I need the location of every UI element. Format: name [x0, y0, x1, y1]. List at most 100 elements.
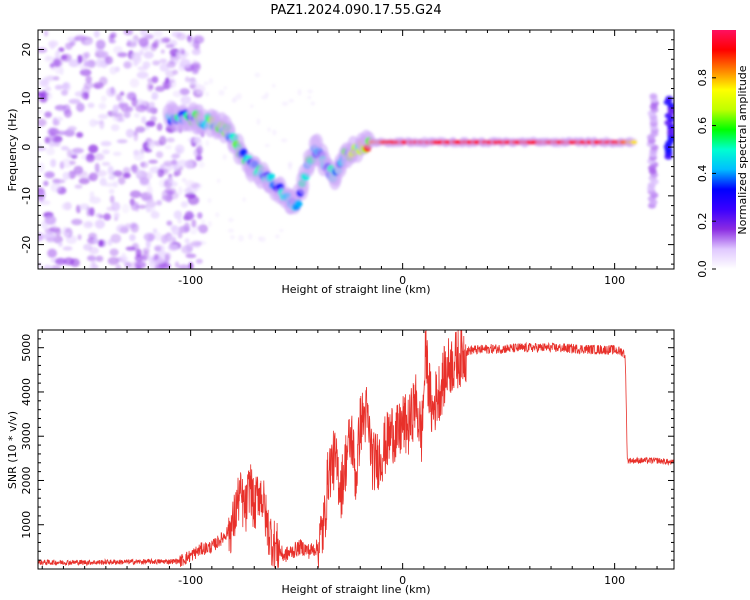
heatmap-cell-203: [107, 257, 120, 265]
snr-x-tick-labels: -100 0 100: [178, 574, 625, 587]
colorbar: 0.0 0.2 0.4 0.6 0.8 Normalized spectral ampl…: [696, 30, 749, 278]
heatmap-cell-139: [177, 217, 182, 224]
heatmap-cell-477: [45, 92, 53, 100]
heatmap-cell-419: [140, 161, 149, 169]
heatmap-cell-573: [307, 95, 312, 100]
heatmap-cell-344: [79, 203, 90, 210]
heatmap-cell-548: [281, 101, 289, 107]
heatmap-cell-317: [50, 182, 61, 193]
heatmap-cell-491: [145, 200, 157, 208]
heatmap-cell-511: [178, 186, 183, 195]
heatmap-cell-119: [100, 95, 107, 103]
heatmap-cell-88: [173, 210, 183, 220]
colorbar-tick-label-1: 0.2: [696, 212, 709, 230]
heatmap-cell-440: [185, 243, 194, 252]
heatmap-cell-400: [171, 159, 178, 165]
heatmap-cell-292: [116, 93, 122, 102]
snr-y-axis-title: SNR (10 * v/v): [6, 411, 19, 489]
heatmap-cell-95: [107, 165, 114, 176]
heatmap-cell-554: [222, 154, 227, 161]
heatmap-cell-572: [280, 138, 288, 143]
heatmap-cell-410: [131, 97, 138, 107]
spectrogram-frame: [37, 29, 675, 270]
snr-y-tick-label-0: 1000: [20, 511, 33, 539]
heatmap-cell-267: [85, 154, 95, 163]
heatmap-cell-575: [274, 234, 280, 239]
heatmap-cell-519: [184, 211, 194, 221]
heatmap-cell-493: [167, 243, 179, 252]
heatmap-cell-27: [53, 235, 63, 244]
heatmap-cell-461: [147, 141, 155, 149]
heatmap-cell-361: [93, 236, 99, 245]
heatmap-cell-453: [143, 232, 156, 242]
heatmap-cell-425: [110, 32, 117, 39]
spectrogram-y-tick-labels: -20 -10 0 10 20: [20, 43, 33, 254]
heatmap-cell-561: [230, 235, 235, 240]
heatmap-cell-192: [46, 237, 57, 243]
heatmap-cell-23: [87, 102, 95, 109]
heatmap-cell-220: [109, 195, 115, 204]
heatmap-cell-348: [98, 102, 107, 110]
heatmap-cell-309: [179, 58, 191, 69]
heatmap-cell-414: [99, 76, 108, 86]
heatmap-cell-185: [112, 170, 123, 177]
heatmap-cell-497: [106, 87, 117, 97]
heatmap-cell-94: [150, 211, 160, 219]
heatmap-cell-449: [58, 47, 65, 52]
heatmap-cell-358: [178, 166, 184, 171]
heatmap-cell-113: [156, 123, 163, 131]
heatmap-cell-489: [121, 252, 127, 261]
heatmap-cell-460: [74, 35, 87, 41]
heatmap-cell-481: [48, 127, 60, 136]
heatmap-cell-484: [83, 61, 92, 67]
heatmap-cell-401: [110, 233, 122, 244]
heatmap-cell-34: [129, 190, 142, 198]
heatmap-cell-396: [68, 98, 81, 104]
heatmap-cell-564: [310, 101, 316, 106]
heatmap-cell-446: [112, 151, 122, 156]
heatmap-cell-368: [158, 135, 167, 146]
heatmap-cell-421: [117, 176, 126, 185]
heatmap-cell-430: [177, 231, 183, 239]
heatmap-cell-175: [38, 142, 42, 147]
heatmap-cell-488: [60, 54, 68, 60]
heatmap-cell-138: [67, 126, 77, 132]
snr-x-tick-label-1: 0: [399, 574, 406, 587]
spectrogram-y-tick-label-2: 0: [20, 144, 33, 151]
heatmap-cell-416: [95, 213, 102, 218]
heatmap-cell-212: [112, 181, 119, 188]
heatmap-cell-82: [94, 153, 105, 161]
heatmap-cell-252: [107, 239, 113, 246]
heatmap-cell-536: [194, 83, 201, 87]
heatmap-cell-86: [85, 75, 92, 84]
heatmap-cell-441: [146, 82, 154, 92]
heatmap-cell-210: [63, 257, 75, 266]
heatmap-cell-386: [45, 75, 56, 82]
heatmap-cell-415: [89, 191, 95, 199]
heatmap-cell-569: [267, 127, 271, 133]
heatmap-cell-167: [125, 128, 134, 138]
snr-y-tick-label-4: 5000: [20, 334, 33, 362]
heatmap-cell-374: [109, 66, 118, 75]
snr-plot-area: [38, 330, 674, 569]
heatmap-cell-521: [297, 89, 302, 96]
heatmap-cell-566: [194, 185, 201, 191]
heatmap-cell-211: [101, 161, 111, 166]
heatmap-cell-238: [50, 158, 57, 168]
heatmap-cell-531: [205, 139, 209, 147]
heatmap-cell-543: [272, 129, 277, 136]
heatmap-cell-286: [147, 78, 153, 83]
heatmap-cell-111: [181, 177, 187, 183]
heatmap-cell-462: [77, 54, 83, 64]
heatmap-cell-299: [95, 39, 106, 50]
spectrogram-x-axis-title: Height of straight line (km): [281, 283, 430, 296]
heatmap-cell-62: [113, 46, 123, 54]
heatmap-cell-178: [113, 212, 120, 219]
spectrogram-x-tick-labels: -100 0 100: [178, 274, 625, 287]
snr-y-tick-label-3: 4000: [20, 378, 33, 406]
spectrogram-y-tick-label-1: -10: [20, 187, 33, 205]
colorbar-tick-label-4: 0.8: [696, 69, 709, 87]
heatmap-cell-492: [82, 221, 93, 229]
heatmap-cell-436: [191, 48, 201, 56]
heatmap-cell-105: [157, 250, 167, 258]
